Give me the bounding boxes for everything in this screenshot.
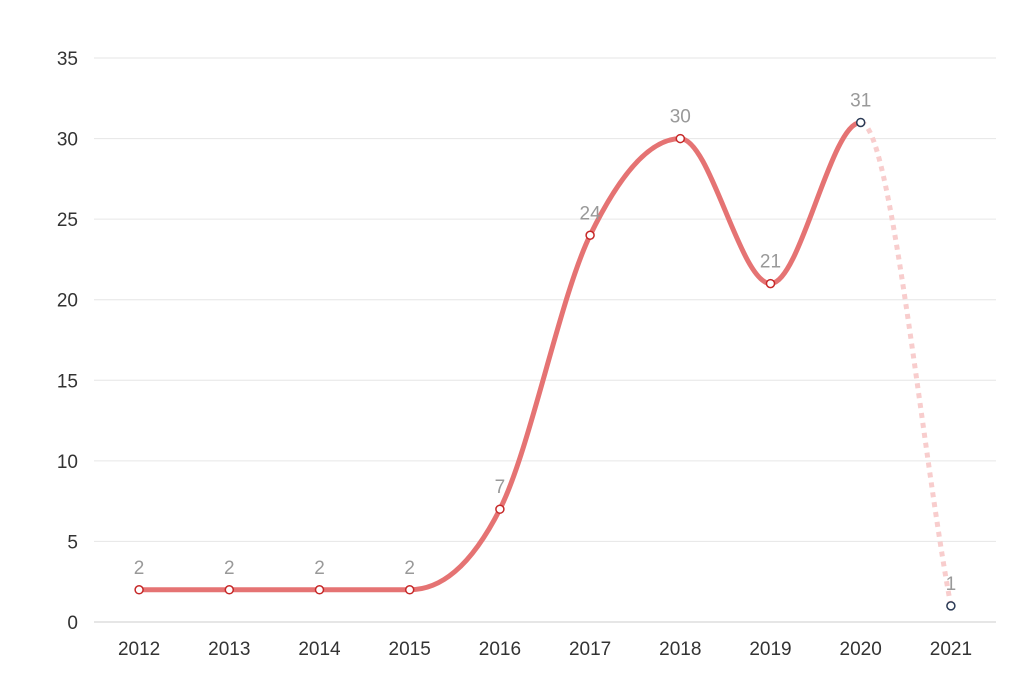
- data-label: 2: [134, 558, 145, 579]
- series-line-solid: [136, 119, 864, 593]
- data-points: [134, 117, 956, 611]
- data-point: [946, 601, 956, 611]
- data-label: 2: [314, 558, 325, 579]
- data-point: [675, 133, 686, 144]
- data-label: 24: [580, 203, 602, 224]
- y-tick-label: 25: [57, 210, 78, 231]
- data-label: 7: [495, 477, 506, 498]
- data-label: 2: [224, 558, 235, 579]
- y-tick-label: 5: [67, 532, 78, 553]
- data-label: 21: [760, 252, 781, 273]
- data-point: [765, 278, 776, 289]
- y-tick-label: 30: [57, 130, 78, 151]
- data-point: [134, 585, 144, 595]
- data-labels: 2 2 2 2 7 24 30 21 31 1: [134, 90, 956, 594]
- data-point: [495, 504, 505, 514]
- y-tick-label: 20: [57, 291, 78, 312]
- x-tick-label: 2013: [208, 639, 250, 660]
- data-point: [314, 585, 325, 595]
- data-point: [585, 230, 595, 241]
- y-axis: 0 5 10 15 20 25 30 35: [57, 49, 78, 634]
- series-line: [136, 119, 954, 607]
- x-tick-label: 2015: [389, 639, 431, 660]
- x-tick-label: 2016: [479, 639, 521, 660]
- data-point: [404, 585, 415, 595]
- gridlines: [94, 57, 996, 623]
- x-tick-label: 2017: [569, 639, 611, 660]
- data-point: [224, 585, 235, 595]
- x-tick-label: 2012: [118, 639, 160, 660]
- y-tick-label: 35: [57, 49, 78, 70]
- data-label: 31: [850, 90, 871, 111]
- x-tick-label: 2021: [930, 639, 972, 660]
- y-tick-label: 0: [67, 613, 78, 634]
- data-label: 1: [946, 574, 957, 595]
- x-tick-label: 2019: [749, 639, 791, 660]
- data-point: [855, 117, 866, 128]
- x-tick-label: 2020: [840, 639, 882, 660]
- x-tick-label: 2014: [298, 639, 341, 660]
- series-line-partial: [859, 119, 954, 607]
- data-label: 2: [404, 558, 415, 579]
- y-tick-label: 10: [57, 452, 78, 473]
- data-label: 30: [670, 107, 691, 128]
- x-tick-label: 2018: [659, 639, 701, 660]
- y-tick-label: 15: [57, 371, 78, 392]
- x-axis: 2012 2013 2014 2015 2016 2017 2018 2019 2020 2021: [94, 621, 996, 660]
